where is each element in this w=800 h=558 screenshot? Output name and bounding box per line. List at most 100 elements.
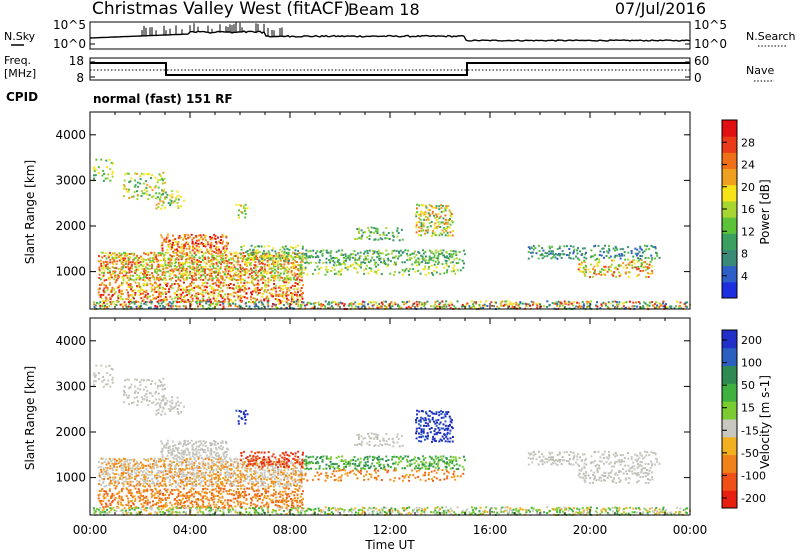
power-cell	[408, 270, 410, 272]
velocity-cell	[167, 440, 169, 442]
power-cell	[233, 260, 235, 262]
power-cell	[401, 229, 403, 231]
velocity-cell	[213, 498, 215, 500]
power-cell	[208, 301, 210, 303]
velocity-cell	[185, 444, 187, 446]
velocity-cell	[241, 472, 243, 474]
velocity-cell	[213, 461, 215, 463]
power-cell	[222, 303, 224, 305]
velocity-cell	[188, 499, 190, 501]
power-cell	[235, 305, 237, 307]
power-cell	[445, 234, 447, 236]
power-cell	[160, 196, 162, 198]
power-cell	[191, 272, 193, 274]
power-cell	[583, 271, 585, 273]
velocity-cell	[180, 411, 182, 413]
power-cell	[375, 302, 377, 304]
power-cell	[162, 264, 164, 266]
power-cell	[548, 253, 550, 255]
power-cell	[179, 306, 181, 308]
power-cell	[107, 268, 109, 270]
power-cell	[107, 177, 109, 179]
power-cell	[158, 187, 160, 189]
power-cell	[189, 273, 191, 275]
power-cell	[211, 263, 213, 265]
velocity-cell	[279, 485, 281, 487]
velocity-cell	[98, 472, 100, 474]
power-cell	[425, 205, 427, 207]
velocity-cell	[191, 461, 193, 463]
power-cell	[623, 305, 625, 307]
power-cell	[200, 236, 202, 238]
power-cell	[415, 271, 417, 273]
power-cell	[421, 222, 423, 224]
power-cell	[378, 255, 380, 257]
power-cell	[98, 166, 100, 168]
power-cell	[182, 273, 184, 275]
velocity-cell	[145, 393, 147, 395]
power-cell	[162, 305, 164, 307]
power-cell	[285, 287, 287, 289]
power-cell	[136, 285, 138, 287]
power-cell	[249, 254, 251, 256]
power-cell	[320, 267, 322, 269]
power-cell	[428, 219, 430, 221]
power-cell	[127, 277, 129, 279]
power-cell	[138, 262, 140, 264]
velocity-cell	[114, 481, 116, 483]
power-cell	[416, 231, 418, 233]
velocity-cell	[212, 483, 214, 485]
power-cell	[187, 299, 189, 301]
power-cell	[143, 183, 145, 185]
power-cell	[406, 307, 408, 309]
velocity-cell	[224, 479, 226, 481]
power-colorbar-segment	[722, 282, 737, 299]
velocity-cell	[169, 502, 171, 504]
power-cell	[126, 282, 128, 284]
velocity-cell	[212, 489, 214, 491]
velocity-cell	[192, 472, 194, 474]
velocity-cell	[123, 401, 125, 403]
power-cell	[357, 271, 359, 273]
velocity-cell	[107, 380, 109, 382]
velocity-cell	[135, 477, 137, 479]
velocity-cell	[128, 485, 130, 487]
power-cell	[199, 264, 201, 266]
power-cell	[208, 252, 210, 254]
power-cell	[277, 272, 279, 274]
power-cell	[187, 242, 189, 244]
power-cell	[217, 237, 219, 239]
power-cell	[227, 287, 229, 289]
velocity-cell	[184, 459, 186, 461]
power-cell	[352, 257, 354, 259]
power-cell	[429, 222, 431, 224]
power-cell	[370, 231, 372, 233]
power-cell	[297, 301, 299, 303]
power-cell	[142, 289, 144, 291]
power-cell	[238, 217, 240, 219]
power-cell	[572, 304, 574, 306]
power-cell	[382, 252, 384, 254]
power-cell	[197, 243, 199, 245]
power-colorbar-tick: 12	[741, 225, 755, 238]
power-cell	[543, 305, 545, 307]
velocity-cell	[116, 466, 118, 468]
power-cell	[340, 273, 342, 275]
power-cell	[235, 268, 237, 270]
velocity-cell	[182, 505, 184, 507]
velocity-cell	[134, 379, 136, 381]
power-cell	[184, 236, 186, 238]
velocity-cell	[140, 499, 142, 501]
velocity-cell	[134, 386, 136, 388]
power-cell	[345, 258, 347, 260]
power-cell	[296, 255, 298, 257]
power-cell	[625, 264, 627, 266]
velocity-cell	[177, 397, 179, 399]
velocity-cell	[213, 477, 215, 479]
power-cell	[375, 266, 377, 268]
power-cell	[104, 255, 106, 257]
power-cell	[105, 160, 107, 162]
power-cell	[288, 282, 290, 284]
velocity-cell	[134, 397, 136, 399]
power-cell	[275, 306, 277, 308]
